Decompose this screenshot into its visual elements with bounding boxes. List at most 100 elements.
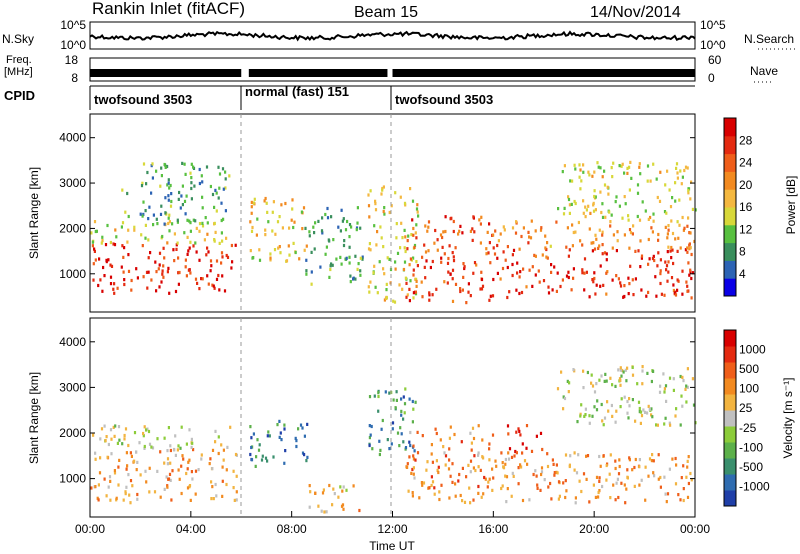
heatmap-cell bbox=[591, 174, 594, 178]
heatmap-cell bbox=[145, 480, 148, 484]
heatmap-cell bbox=[503, 228, 506, 232]
heatmap-cell bbox=[573, 199, 576, 204]
heatmap-cell bbox=[636, 214, 639, 219]
heatmap-cell bbox=[598, 476, 601, 480]
heatmap-cell bbox=[160, 280, 163, 284]
heatmap-cell bbox=[159, 184, 162, 188]
heatmap-cell bbox=[147, 429, 151, 434]
heatmap-cell bbox=[462, 262, 465, 266]
heatmap-cell bbox=[305, 258, 308, 262]
heatmap-cell bbox=[629, 160, 632, 164]
heatmap-cell bbox=[136, 460, 139, 464]
heatmap-cell bbox=[253, 197, 256, 201]
heatmap-cell bbox=[624, 501, 627, 505]
heatmap-cell bbox=[485, 247, 488, 251]
heatmap-cell bbox=[322, 488, 325, 492]
heatmap-cell bbox=[105, 435, 108, 439]
heatmap-cell bbox=[626, 171, 629, 175]
heatmap-cell bbox=[122, 270, 125, 274]
heatmap-cell bbox=[525, 446, 528, 450]
heatmap-cell bbox=[593, 247, 597, 251]
heatmap-cell bbox=[686, 385, 689, 389]
heatmap-cell bbox=[583, 288, 586, 292]
x-tick-label: 20:00 bbox=[579, 522, 609, 536]
heatmap-cell bbox=[341, 489, 344, 493]
heatmap-cell bbox=[124, 210, 127, 214]
heatmap-cell bbox=[268, 434, 271, 438]
heatmap-cell bbox=[203, 238, 206, 242]
heatmap-cell bbox=[269, 252, 272, 256]
heatmap-cell bbox=[605, 271, 608, 275]
heatmap-cell bbox=[292, 241, 295, 245]
heatmap-cell bbox=[408, 397, 411, 401]
heatmap-cell bbox=[110, 437, 113, 441]
heatmap-cell bbox=[288, 226, 291, 230]
heatmap-cell bbox=[647, 217, 650, 221]
heatmap-cell bbox=[642, 408, 645, 412]
heatmap-cell bbox=[688, 231, 691, 235]
heatmap-cell bbox=[686, 367, 689, 371]
colorbar-tick-label: -500 bbox=[739, 460, 763, 474]
heatmap-cell bbox=[177, 256, 180, 260]
heatmap-cell bbox=[590, 373, 593, 377]
heatmap-cell bbox=[473, 230, 476, 234]
heatmap-cell bbox=[662, 372, 665, 376]
heatmap-cell bbox=[579, 168, 582, 172]
heatmap-cell bbox=[430, 452, 433, 456]
heatmap-cell bbox=[306, 422, 309, 426]
heatmap-cell bbox=[153, 490, 157, 494]
heatmap-cell bbox=[574, 496, 577, 500]
frequency-bars bbox=[90, 69, 695, 77]
heatmap-cell bbox=[156, 469, 159, 473]
heatmap-cell bbox=[167, 198, 170, 202]
heatmap-cell bbox=[457, 232, 460, 236]
heatmap-cell bbox=[648, 457, 652, 461]
heatmap-cell bbox=[213, 205, 216, 209]
heatmap-cell bbox=[605, 379, 608, 383]
heatmap-cell bbox=[492, 246, 495, 250]
heatmap-cell bbox=[628, 458, 631, 462]
heatmap-cell bbox=[114, 228, 117, 232]
heatmap-cell bbox=[603, 379, 606, 383]
freq-bar-0 bbox=[90, 69, 242, 77]
heatmap-cell bbox=[344, 257, 347, 261]
heatmap-cell bbox=[252, 201, 255, 205]
heatmap-cell bbox=[647, 290, 650, 294]
heatmap-cell bbox=[385, 282, 388, 286]
colorbar-swatch bbox=[724, 242, 736, 261]
heatmap-cell bbox=[603, 169, 606, 173]
heatmap-cell bbox=[611, 383, 614, 387]
heatmap-cell bbox=[400, 413, 403, 417]
heatmap-cell bbox=[412, 407, 415, 411]
heatmap-cell bbox=[386, 438, 389, 442]
heatmap-cell bbox=[652, 212, 655, 216]
heatmap-cell bbox=[511, 273, 514, 278]
heatmap-cell bbox=[380, 192, 383, 196]
heatmap-cell bbox=[287, 244, 290, 248]
colorbar-swatch bbox=[724, 346, 736, 363]
heatmap-cell bbox=[348, 261, 351, 265]
heatmap-cell bbox=[601, 175, 604, 179]
heatmap-cell bbox=[183, 231, 186, 235]
heatmap-cell bbox=[436, 248, 439, 252]
heatmap-cell bbox=[614, 466, 617, 471]
heatmap-cell bbox=[186, 252, 189, 256]
heatmap-cell bbox=[675, 162, 679, 166]
heatmap-cell bbox=[520, 465, 523, 469]
heatmap-cell bbox=[655, 177, 658, 181]
heatmap-cell bbox=[373, 394, 376, 398]
heatmap-cell bbox=[453, 432, 456, 437]
heatmap-cell bbox=[121, 442, 124, 446]
heatmap-cell bbox=[666, 492, 670, 496]
heatmap-cell bbox=[140, 184, 144, 188]
heatmap-cell bbox=[174, 289, 178, 294]
heatmap-cell bbox=[146, 170, 149, 175]
heatmap-cell bbox=[544, 246, 547, 250]
heatmap-cell bbox=[605, 292, 608, 296]
heatmap-cell bbox=[213, 221, 216, 225]
heatmap-cell bbox=[209, 259, 213, 263]
heatmap-cell bbox=[631, 232, 634, 236]
heatmap-cell bbox=[539, 488, 542, 492]
heatmap-cell bbox=[617, 472, 621, 476]
colorbar-tick-label: 24 bbox=[739, 156, 753, 170]
